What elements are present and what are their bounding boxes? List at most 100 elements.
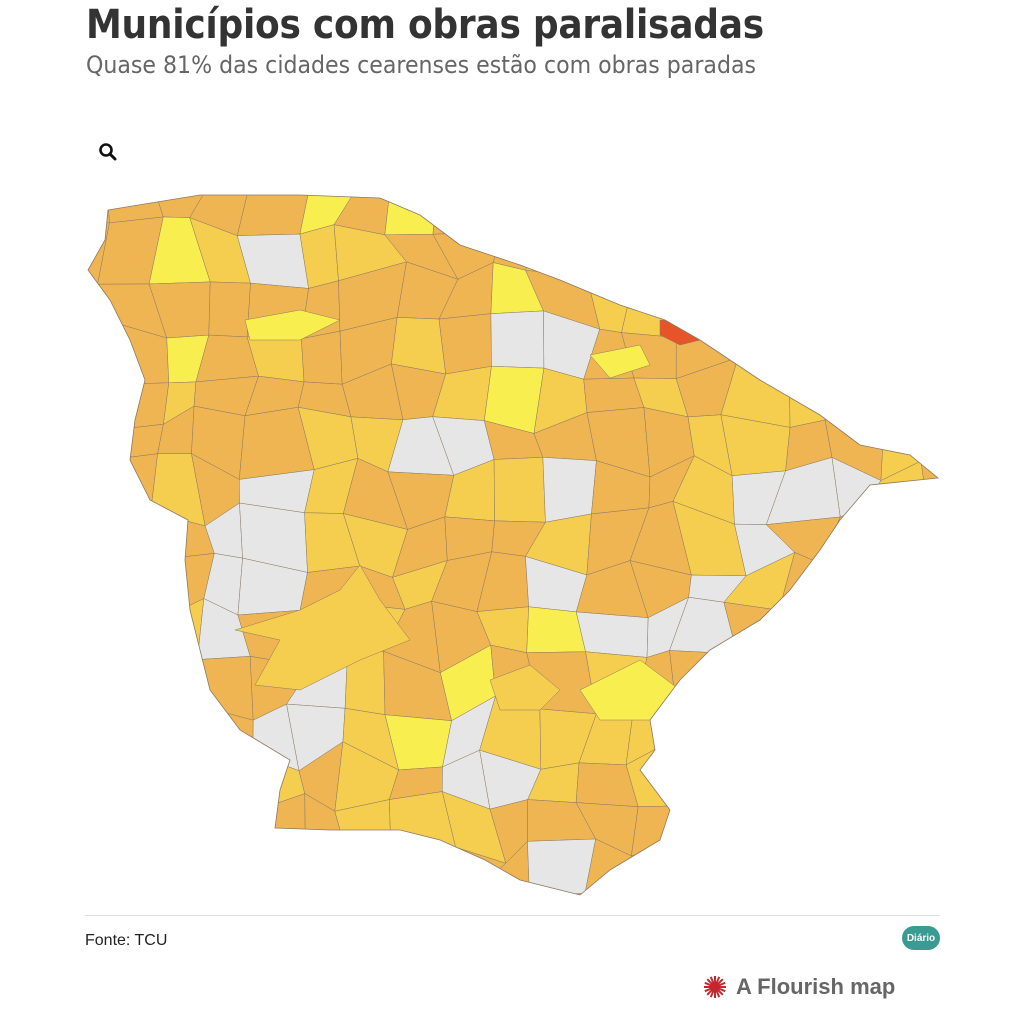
municipality[interactable] (874, 668, 930, 710)
municipality[interactable] (915, 500, 977, 578)
municipality[interactable] (726, 745, 773, 818)
municipality[interactable] (868, 358, 919, 414)
municipality[interactable] (301, 330, 343, 385)
municipality[interactable] (863, 212, 926, 281)
municipality[interactable] (575, 611, 649, 658)
municipality[interactable] (94, 647, 150, 706)
municipality[interactable] (541, 177, 583, 241)
municipality[interactable] (773, 851, 841, 907)
municipality[interactable] (143, 792, 214, 864)
municipality[interactable] (728, 700, 777, 749)
municipality[interactable] (736, 649, 777, 704)
municipality[interactable] (912, 360, 966, 434)
municipality[interactable] (864, 608, 930, 672)
municipality[interactable] (874, 697, 938, 745)
municipality[interactable] (50, 603, 107, 648)
municipality[interactable] (527, 838, 597, 895)
municipality[interactable] (58, 794, 122, 854)
municipality[interactable] (933, 743, 966, 799)
municipality[interactable] (814, 552, 886, 623)
municipality[interactable] (290, 841, 361, 901)
municipality[interactable] (106, 453, 158, 514)
municipality[interactable] (675, 805, 747, 841)
municipality[interactable] (208, 281, 251, 338)
search-button[interactable] (96, 140, 122, 166)
municipality[interactable] (829, 859, 882, 907)
municipality[interactable] (960, 318, 1024, 379)
municipality[interactable] (772, 700, 835, 768)
municipality[interactable] (882, 174, 923, 241)
municipality[interactable] (430, 884, 503, 963)
municipality[interactable] (737, 233, 783, 286)
municipality[interactable] (96, 560, 162, 620)
municipality[interactable] (62, 553, 117, 612)
municipality[interactable] (404, 891, 437, 954)
municipality[interactable] (823, 793, 884, 862)
municipality[interactable] (582, 227, 635, 278)
municipality[interactable] (49, 704, 114, 761)
municipality[interactable] (669, 650, 742, 724)
municipality[interactable] (921, 790, 977, 859)
municipality[interactable] (528, 893, 586, 947)
municipality[interactable] (50, 893, 107, 962)
municipality[interactable] (776, 600, 833, 666)
municipality[interactable] (490, 310, 545, 369)
municipality[interactable] (974, 655, 1019, 721)
municipality[interactable] (815, 212, 891, 281)
municipality[interactable] (54, 368, 101, 432)
municipality[interactable] (815, 276, 891, 339)
municipality[interactable] (814, 326, 891, 387)
municipality[interactable] (917, 319, 981, 380)
municipality[interactable] (958, 557, 1024, 608)
diario-logo[interactable]: Diário (902, 926, 940, 950)
municipality[interactable] (966, 710, 1024, 769)
municipality[interactable] (624, 898, 677, 947)
municipality[interactable] (542, 457, 597, 523)
municipality[interactable] (818, 708, 882, 768)
municipality[interactable] (961, 746, 1024, 814)
municipality[interactable] (625, 716, 679, 766)
municipality[interactable] (925, 276, 981, 331)
municipality[interactable] (962, 171, 1024, 226)
municipality[interactable] (775, 649, 833, 717)
municipality[interactable] (669, 702, 742, 749)
municipality[interactable] (781, 317, 839, 386)
municipality[interactable] (864, 552, 920, 623)
municipality[interactable] (193, 792, 258, 853)
municipality[interactable] (961, 798, 1024, 858)
municipality[interactable] (743, 269, 783, 330)
municipality[interactable] (769, 745, 835, 810)
municipality[interactable] (49, 754, 122, 800)
municipality[interactable] (47, 275, 104, 336)
municipality[interactable] (572, 893, 633, 947)
municipality[interactable] (960, 373, 1024, 433)
municipality[interactable] (95, 382, 170, 432)
municipality[interactable] (54, 428, 108, 461)
municipality[interactable] (976, 842, 1024, 907)
municipality[interactable] (671, 894, 743, 962)
municipality[interactable] (921, 225, 981, 285)
municipality[interactable] (769, 793, 831, 860)
municipality[interactable] (589, 344, 651, 379)
municipality[interactable] (154, 836, 209, 899)
municipality[interactable] (863, 276, 933, 339)
municipality[interactable] (438, 313, 492, 375)
municipality[interactable] (676, 836, 746, 899)
municipality[interactable] (583, 377, 645, 413)
municipality[interactable] (726, 887, 786, 962)
municipality[interactable] (963, 514, 1024, 572)
municipality[interactable] (113, 753, 159, 820)
municipality[interactable] (717, 171, 789, 235)
municipality[interactable] (726, 836, 776, 895)
municipality[interactable] (140, 659, 198, 705)
municipality[interactable] (725, 793, 774, 853)
municipality[interactable] (775, 170, 817, 235)
municipality[interactable] (290, 887, 361, 940)
municipality[interactable] (864, 840, 927, 904)
municipality[interactable] (110, 511, 151, 569)
municipality[interactable] (781, 275, 824, 328)
municipality[interactable] (958, 602, 1020, 657)
municipality[interactable] (240, 793, 306, 853)
municipality[interactable] (489, 664, 561, 711)
